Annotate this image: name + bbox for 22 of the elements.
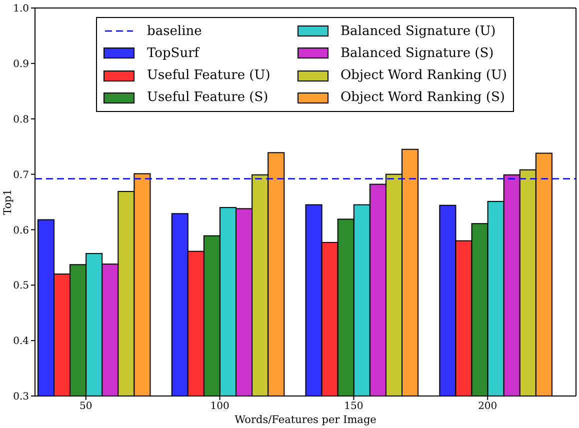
x-tick-label: 200	[478, 401, 498, 412]
legend-label: Object Word Ranking (U)	[340, 68, 507, 84]
x-tick-label: 150	[344, 401, 364, 412]
x-axis-title: Words/Features per Image	[234, 414, 376, 426]
legend-label: Useful Feature (S)	[147, 90, 268, 106]
legend-label: Useful Feature (U)	[147, 68, 270, 84]
y-tick-label: 0.4	[13, 336, 29, 348]
legend-label: Balanced Signature (U)	[340, 24, 496, 39]
x-tick-label: 50	[80, 401, 92, 412]
y-tick-label: 0.8	[13, 114, 29, 126]
y-tick-label: 0.7	[13, 170, 29, 181]
legend-label: Object Word Ranking (S)	[340, 90, 505, 106]
legend-label: TopSurf	[147, 46, 200, 61]
legend-label: Balanced Signature (S)	[340, 46, 494, 61]
legend-label: baseline	[147, 24, 202, 39]
y-tick-label: 0.6	[13, 225, 29, 236]
y-tick-label: 0.3	[13, 392, 29, 403]
x-tick-label: 100	[210, 401, 230, 412]
y-tick-label: 0.9	[13, 58, 29, 70]
y-tick-label: 1.0	[13, 4, 29, 15]
y-axis-title: Top1	[2, 189, 14, 215]
y-tick-label: 0.5	[13, 280, 29, 292]
